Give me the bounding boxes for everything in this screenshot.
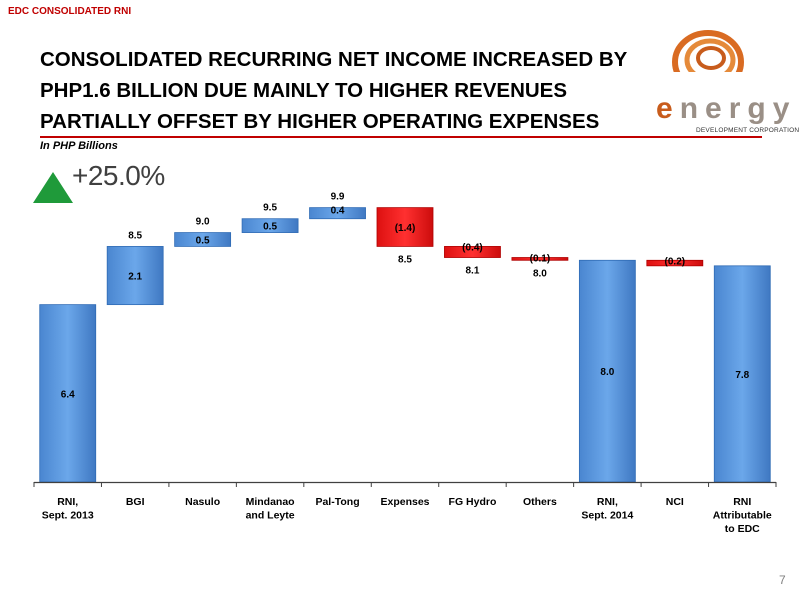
page-number: 7 — [779, 573, 786, 587]
bar-value-label: 8.0 — [600, 367, 614, 378]
waterfall-bar — [39, 304, 97, 483]
waterfall-bar — [713, 265, 771, 483]
category-tick-label: FG Hydro — [449, 496, 497, 508]
bar-value-label: 0.5 — [263, 222, 277, 233]
bar-value-label: (0.1) — [530, 254, 551, 265]
waterfall-bar — [106, 246, 164, 306]
waterfall-bar — [309, 207, 366, 220]
running-total-label: 8.0 — [533, 268, 547, 279]
bar-value-label: 6.4 — [61, 389, 75, 400]
slide-tag: EDC CONSOLIDATED RNI — [8, 6, 132, 17]
running-total-label: 9.9 — [331, 192, 345, 203]
category-tick-label: Mindanao and Leyte — [246, 496, 295, 522]
bar-value-label: (0.4) — [462, 242, 483, 253]
running-total-label: 9.5 — [263, 203, 277, 214]
category-tick-label: NCI — [666, 496, 684, 508]
waterfall-bar — [174, 232, 232, 247]
logo-wordmark: energy — [656, 92, 796, 126]
headline-line-1: CONSOLIDATED RECURRING NET INCOME INCREA… — [40, 48, 628, 71]
bar-value-label: 2.1 — [128, 272, 142, 283]
unit-note: In PHP Billions — [40, 140, 118, 152]
growth-percent: +25.0% — [72, 160, 165, 191]
bar-value-label: (1.4) — [395, 223, 416, 234]
category-tick-label: Others — [523, 496, 557, 508]
bar-value-label: 7.8 — [735, 370, 749, 381]
waterfall-bar — [646, 259, 704, 267]
category-tick-label: Pal-Tong — [315, 496, 359, 508]
logo-wordmark-first: e — [656, 92, 680, 125]
logo-wordmark-rest: nergy — [679, 92, 797, 125]
waterfall-bar — [444, 246, 501, 258]
bar-value-label: 0.5 — [196, 236, 210, 247]
category-tick-label: BGI — [126, 496, 145, 508]
running-total-label: 8.5 — [398, 254, 412, 265]
waterfall-bar — [241, 218, 299, 233]
running-total-label: 9.0 — [196, 217, 210, 228]
logo-swirl-icon — [670, 30, 750, 94]
title-divider — [40, 136, 762, 138]
category-tick-label: RNI Attributable to EDC — [713, 496, 772, 535]
category-tick-label: RNI, Sept. 2014 — [581, 496, 633, 522]
headline-line-2: PHP1.6 BILLION DUE MAINLY TO HIGHER REVE… — [40, 79, 568, 102]
company-logo: energy DEVELOPMENT CORPORATION — [632, 20, 799, 140]
logo-subtitle: DEVELOPMENT CORPORATION — [696, 127, 800, 134]
waterfall-bar — [376, 207, 434, 247]
category-tick-label: RNI, Sept. 2013 — [42, 496, 94, 522]
category-tick-label: Nasulo — [185, 496, 220, 508]
bar-value-label: (0.2) — [665, 256, 686, 267]
running-total-label: 8.1 — [466, 266, 480, 277]
slide-headline: CONSOLIDATED RECURRING NET INCOME INCREA… — [40, 44, 640, 137]
up-arrow-icon — [33, 172, 73, 203]
waterfall-bar — [578, 259, 636, 483]
running-total-label: 8.5 — [128, 230, 142, 241]
category-tick-label: Expenses — [380, 496, 429, 508]
bar-value-label: 0.4 — [331, 206, 345, 217]
waterfall-bar — [511, 257, 569, 261]
headline-line-3: PARTIALLY OFFSET BY HIGHER OPERATING EXP… — [40, 110, 600, 133]
